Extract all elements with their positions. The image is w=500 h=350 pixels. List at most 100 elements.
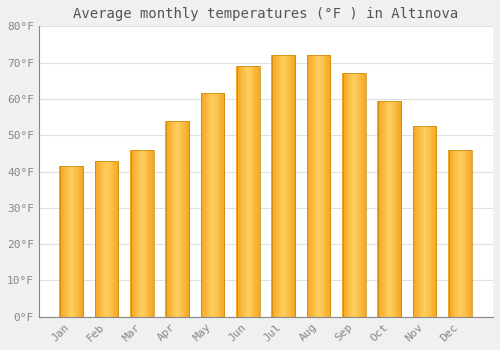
Bar xyxy=(213,93,214,317)
Bar xyxy=(274,55,275,317)
Bar xyxy=(206,93,207,317)
Bar xyxy=(204,93,206,317)
Bar xyxy=(348,74,350,317)
Bar xyxy=(422,126,424,317)
Bar xyxy=(287,55,288,317)
Bar xyxy=(60,166,83,317)
Bar xyxy=(184,121,185,317)
Bar xyxy=(246,66,247,317)
Bar xyxy=(238,66,240,317)
Bar xyxy=(212,93,213,317)
Bar xyxy=(452,150,453,317)
Bar xyxy=(81,166,82,317)
Bar xyxy=(220,93,222,317)
Bar xyxy=(385,101,386,317)
Bar xyxy=(471,150,472,317)
Bar xyxy=(141,150,142,317)
Bar xyxy=(187,121,188,317)
Bar xyxy=(244,66,246,317)
Bar xyxy=(241,66,242,317)
Bar xyxy=(147,150,148,317)
Bar xyxy=(362,74,364,317)
Bar xyxy=(153,150,154,317)
Bar xyxy=(75,166,76,317)
Bar xyxy=(456,150,458,317)
Bar xyxy=(272,55,274,317)
Bar xyxy=(282,55,284,317)
Bar xyxy=(380,101,381,317)
Bar xyxy=(272,55,295,317)
Bar xyxy=(138,150,140,317)
Bar xyxy=(146,150,147,317)
Bar xyxy=(168,121,169,317)
Bar xyxy=(208,93,210,317)
Bar xyxy=(308,55,330,317)
Bar xyxy=(418,126,419,317)
Bar xyxy=(250,66,252,317)
Bar xyxy=(293,55,294,317)
Bar xyxy=(310,55,312,317)
Bar xyxy=(150,150,152,317)
Bar xyxy=(425,126,426,317)
Bar xyxy=(426,126,428,317)
Bar xyxy=(174,121,175,317)
Bar xyxy=(114,161,116,317)
Bar xyxy=(95,161,96,317)
Bar xyxy=(256,66,257,317)
Bar xyxy=(449,150,472,317)
Bar xyxy=(218,93,219,317)
Bar xyxy=(82,166,84,317)
Bar xyxy=(169,121,170,317)
Bar xyxy=(224,93,225,317)
Bar xyxy=(354,74,356,317)
Bar xyxy=(78,166,79,317)
Bar xyxy=(391,101,392,317)
Bar xyxy=(342,74,344,317)
Bar xyxy=(468,150,470,317)
Bar xyxy=(63,166,64,317)
Bar xyxy=(70,166,72,317)
Bar xyxy=(166,121,168,317)
Bar xyxy=(116,161,118,317)
Bar xyxy=(431,126,432,317)
Bar xyxy=(381,101,382,317)
Bar xyxy=(278,55,279,317)
Bar xyxy=(66,166,68,317)
Bar xyxy=(362,74,363,317)
Bar xyxy=(281,55,282,317)
Title: Average monthly temperatures (°F ) in Altınova: Average monthly temperatures (°F ) in Al… xyxy=(74,7,458,21)
Bar xyxy=(330,55,331,317)
Bar xyxy=(176,121,178,317)
Bar xyxy=(308,55,310,317)
Bar xyxy=(256,66,258,317)
Bar xyxy=(96,161,98,317)
Bar xyxy=(101,161,102,317)
Bar xyxy=(188,121,190,317)
Bar xyxy=(454,150,456,317)
Bar xyxy=(448,150,450,317)
Bar xyxy=(432,126,434,317)
Bar xyxy=(392,101,394,317)
Bar xyxy=(286,55,288,317)
Bar xyxy=(394,101,396,317)
Bar xyxy=(62,166,63,317)
Bar xyxy=(68,166,69,317)
Bar xyxy=(284,55,285,317)
Bar xyxy=(414,126,416,317)
Bar xyxy=(222,93,224,317)
Bar xyxy=(285,55,286,317)
Bar xyxy=(130,150,132,317)
Bar xyxy=(254,66,256,317)
Bar xyxy=(240,66,241,317)
Bar xyxy=(314,55,316,317)
Bar xyxy=(202,93,203,317)
Bar xyxy=(465,150,466,317)
Bar xyxy=(166,121,189,317)
Bar xyxy=(326,55,328,317)
Bar xyxy=(346,74,347,317)
Bar xyxy=(419,126,420,317)
Bar xyxy=(360,74,362,317)
Bar xyxy=(172,121,174,317)
Bar xyxy=(414,126,436,317)
Bar xyxy=(179,121,180,317)
